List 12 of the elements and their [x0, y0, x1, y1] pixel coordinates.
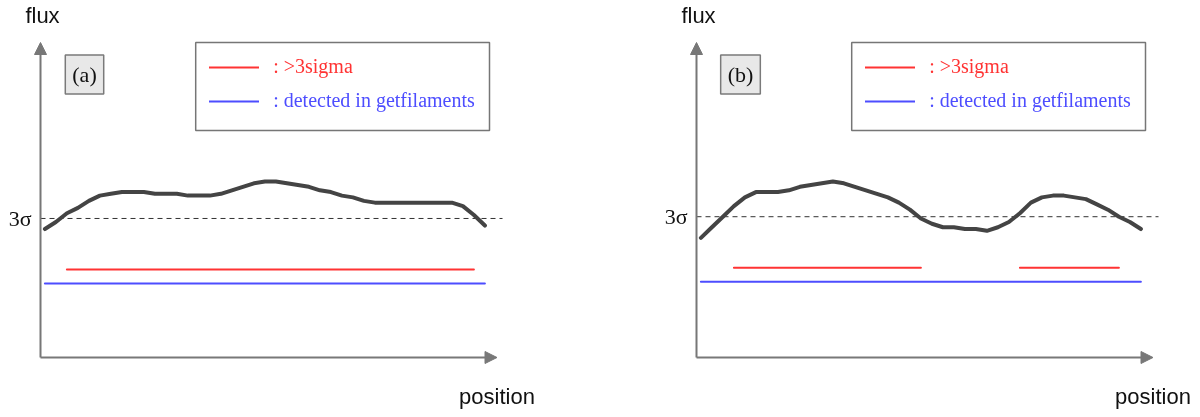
legend-label: : >3sigma [273, 55, 353, 78]
x-axis-title: position [1115, 384, 1191, 409]
text: (b) [727, 62, 754, 87]
y-axis-title: flux [681, 3, 716, 28]
legend-label: : detected in getfilaments [273, 89, 475, 112]
legend-label: : detected in getfilaments [929, 89, 1131, 112]
legend-label: : >3sigma [929, 55, 1009, 78]
y-axis-title: flux [25, 3, 60, 28]
text: (a) [72, 62, 97, 87]
ref-line-label: 3σ [8, 205, 32, 231]
ref-line-label: 3σ [664, 204, 688, 230]
x-axis-title: position [459, 384, 535, 409]
